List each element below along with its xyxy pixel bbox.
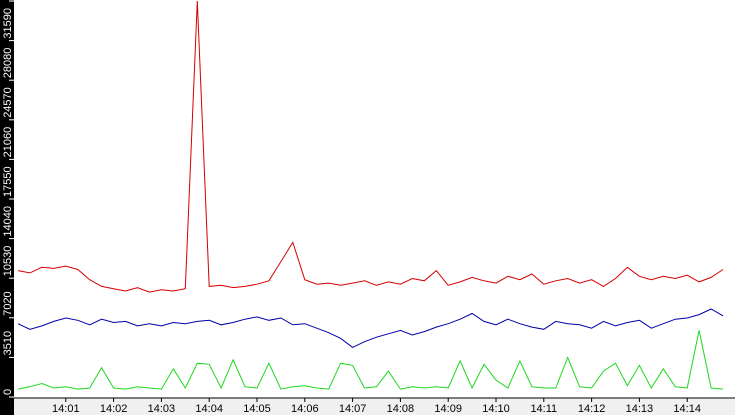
- x-tick-label: 14:04: [195, 403, 223, 415]
- y-tick-label: 0: [2, 389, 14, 395]
- x-tick-label: 14:03: [148, 403, 176, 415]
- x-tick-label: 14:08: [387, 403, 415, 415]
- x-tick-label: 14:11: [530, 403, 557, 415]
- x-tick-label: 14:14: [673, 403, 701, 415]
- y-tick-label: 24570: [2, 87, 14, 118]
- y-tick-label: 3510: [2, 331, 14, 355]
- x-tick-label: 14:12: [578, 403, 606, 415]
- y-tick-label: 31590: [2, 8, 14, 39]
- x-tick-label: 14:07: [339, 403, 367, 415]
- y-tick-label: 28080: [2, 48, 14, 79]
- y-tick-label: 7020: [2, 291, 14, 315]
- x-tick-label: 14:02: [100, 403, 128, 415]
- y-tick-label: 21060: [2, 127, 14, 158]
- series-line: [17, 308, 724, 348]
- x-tick-label: 14:05: [243, 403, 271, 415]
- x-tick-label: 14:10: [482, 403, 510, 415]
- x-tick-label: 14:01: [52, 403, 80, 415]
- x-tick-label: 14:06: [291, 403, 319, 415]
- y-tick-label: 17550: [2, 166, 14, 197]
- x-tick-label: 14:13: [626, 403, 654, 415]
- y-tick-label: 10530: [2, 246, 14, 277]
- series-line: [17, 330, 724, 390]
- x-axis-strip: [14, 398, 735, 415]
- x-tick-label: 14:09: [434, 403, 462, 415]
- y-tick-label: 14040: [2, 206, 14, 237]
- series-line: [17, 0, 724, 293]
- y-axis-strip: [0, 0, 14, 415]
